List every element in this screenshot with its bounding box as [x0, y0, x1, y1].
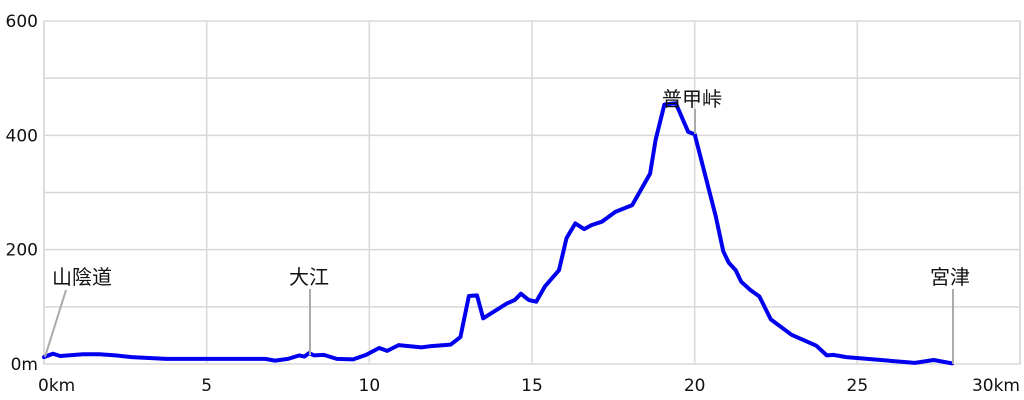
x-tick-label: 5	[201, 376, 212, 396]
x-tick-label: 25	[847, 376, 869, 396]
x-axis-ticks: 0km 5 10 15 20 25 30km	[38, 376, 1020, 396]
y-tick-label: 0m	[11, 355, 38, 375]
annotation-sanindo: 山陰道	[52, 265, 112, 289]
x-tick-label: 20	[684, 376, 706, 396]
x-tick-label: 15	[521, 376, 543, 396]
y-tick-label: 600	[6, 12, 38, 32]
grid	[43, 20, 1021, 365]
y-tick-label: 200	[6, 241, 38, 261]
elevation-line	[42, 101, 954, 366]
leader-line-sanindo	[44, 289, 67, 358]
y-axis-ticks: 0m 200 400 600	[6, 12, 38, 375]
x-tick-label: 0km	[38, 376, 75, 396]
x-tick-label: 30km	[972, 376, 1020, 396]
annotation-fukotoge: 普甲峠	[662, 87, 722, 111]
y-tick-label: 400	[6, 126, 38, 146]
annotation-oe: 大江	[289, 265, 329, 289]
x-tick-label: 10	[359, 376, 381, 396]
annotation-miyazu: 宮津	[930, 265, 970, 289]
